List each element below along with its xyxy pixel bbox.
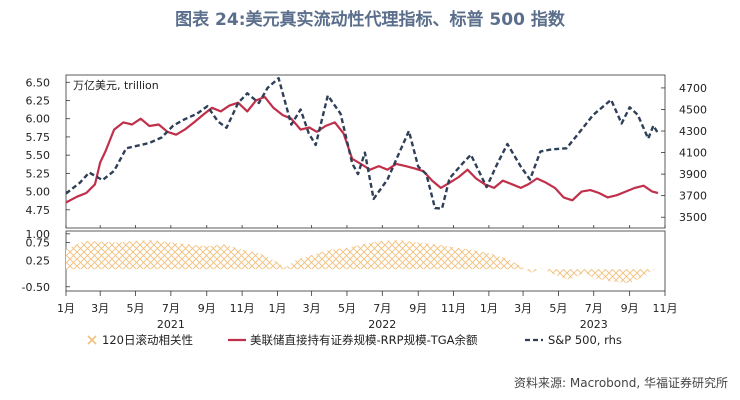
correlation-tick-label: 1.00: [26, 228, 51, 241]
left-tick-label: 5.50: [26, 149, 51, 162]
x-tick-label: 7月: [162, 302, 180, 315]
left-tick-label: 4.75: [26, 204, 51, 217]
top-panel-frame: [65, 74, 666, 229]
x-tick-label: 11月: [230, 302, 255, 315]
legend-label-correlation: 120日滚动相关性: [102, 333, 193, 347]
left-tick-label: 6.50: [26, 76, 51, 89]
right-tick-label: 4100: [679, 147, 707, 160]
unit-label: 万亿美元, trillion: [73, 79, 159, 92]
x-tick-label: 7月: [585, 302, 603, 315]
x-tick-label: 11月: [653, 302, 678, 315]
right-tick-label: 4300: [679, 125, 707, 138]
left-tick-label: 6.00: [26, 113, 51, 126]
correlation-area: [66, 240, 658, 284]
x-tick-label: 3月: [91, 302, 109, 315]
x-tick-label: 9月: [409, 302, 427, 315]
source-note: 资料来源: Macrobond, 华福证券研究所: [514, 375, 728, 390]
chart-title: 图表 24:美元真实流动性代理指标、标普 500 指数: [175, 9, 566, 30]
x-tick-label: 11月: [441, 302, 466, 315]
x-tick-label: 9月: [621, 302, 639, 315]
legend: 120日滚动相关性 美联储直接持有证券规模-RRP规模-TGA余额 S&P 50…: [87, 333, 622, 347]
liquidity-proxy-line: [65, 95, 659, 204]
x-tick-label: 1月: [268, 302, 286, 315]
left-tick-label: 5.25: [26, 167, 51, 180]
right-axis: 3500 3700 3900 4100 4300 4500 4700: [661, 82, 707, 224]
series-layer: [65, 77, 660, 284]
x-tick-label: 3月: [303, 302, 321, 315]
left-tick-label: 6.25: [26, 95, 51, 108]
x-tick-label: 5月: [338, 302, 356, 315]
x-tick-label: 5月: [549, 302, 567, 315]
correlation-axis: 1.000.75 0.25 -0.50: [22, 228, 70, 294]
legend-label-liquidity: 美联储直接持有证券规模-RRP规模-TGA余额: [250, 333, 478, 347]
right-tick-label: 4700: [679, 82, 707, 95]
correlation-tick-label: 0.75: [26, 237, 51, 250]
left-tick-label: 5.00: [26, 186, 51, 199]
x-tick-label: 5月: [127, 302, 145, 315]
left-tick-label: 5.75: [26, 131, 51, 144]
year-label: 2022: [368, 318, 396, 331]
x-tick-label: 9月: [198, 302, 216, 315]
x-tick-label: 7月: [373, 302, 391, 315]
left-axis: 4.75 5.00 5.25 5.50 5.75 6.00 6.25 6.50: [26, 76, 70, 217]
right-tick-label: 3500: [679, 211, 707, 224]
correlation-tick-label: -0.50: [22, 281, 50, 294]
x-axis: 1月 3月 5月 7月 9月 11月 1月 3月 5月 7月 9月 11月 1月 3月 5月 7月 9月 11月 2…: [57, 225, 678, 331]
legend-label-sp500: S&P 500, rhs: [548, 333, 622, 347]
year-label: 2023: [580, 318, 608, 331]
legend-swatch-correlation: [87, 335, 97, 345]
right-tick-label: 3900: [679, 168, 707, 181]
x-tick-label: 1月: [480, 302, 498, 315]
right-tick-label: 4500: [679, 103, 707, 116]
x-tick-label: 1月: [57, 302, 75, 315]
x-tick-label: 3月: [514, 302, 532, 315]
sp500-line: [65, 77, 660, 210]
right-tick-label: 3700: [679, 190, 707, 203]
correlation-tick-label: 0.25: [26, 254, 51, 267]
year-label: 2021: [157, 318, 185, 331]
